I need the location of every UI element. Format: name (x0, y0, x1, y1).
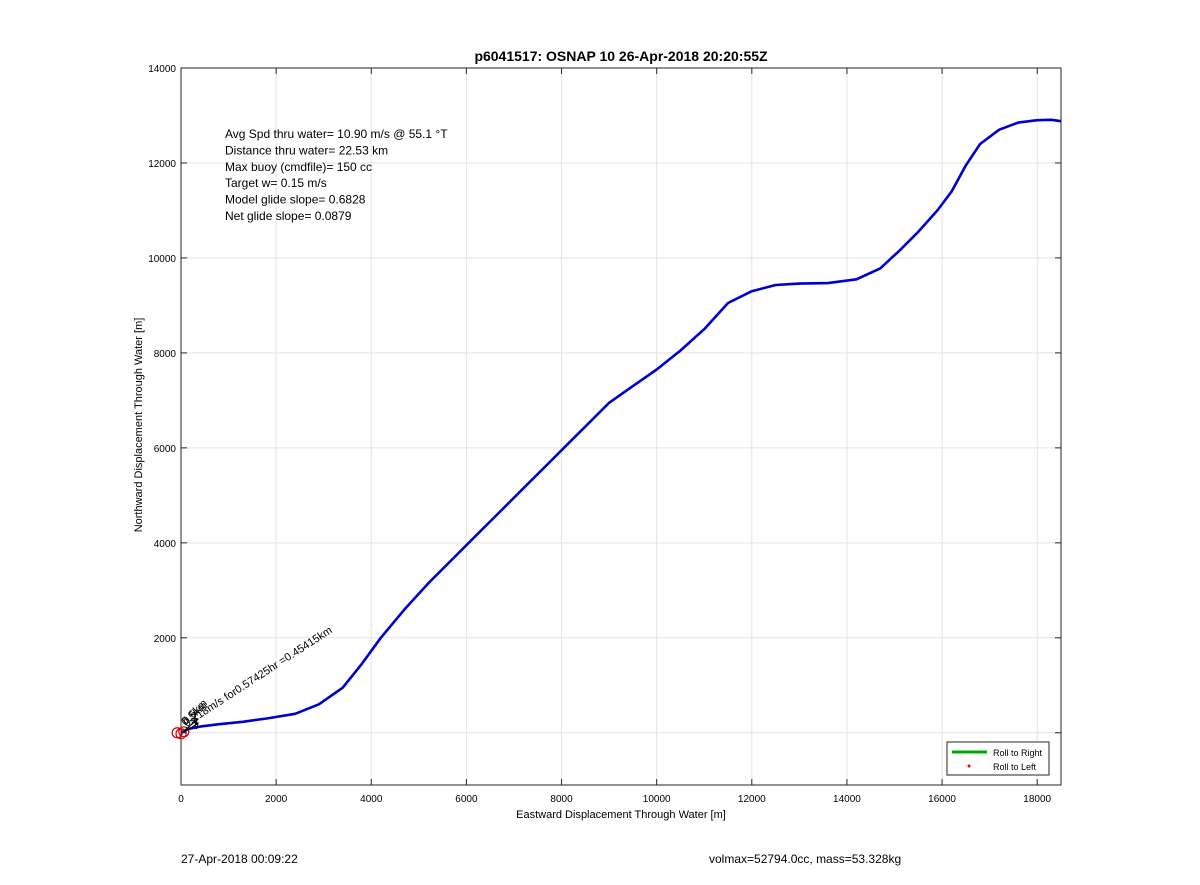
footer-vol-mass: volmax=52794.0cc, mass=53.328kg (709, 852, 902, 866)
x-tick-label: 6000 (455, 794, 478, 805)
x-tick-label: 18000 (1023, 794, 1051, 805)
axis-ticks: 0 2000 4000 6000 8000 10000 12000 14000 16000 180… (148, 64, 1061, 805)
legend: Roll to Right Roll to Left (946, 741, 1050, 776)
plot-clip-group (181, 118, 1061, 735)
arrow-label: 0.218m/s for0.57425hr =0.45415km (182, 624, 335, 729)
y-tick-label: 4000 (154, 539, 177, 550)
series-line (181, 118, 1061, 735)
x-axis-label: Eastward Displacement Through Water [m] (516, 809, 726, 821)
stats-annotation: Max buoy (cmdfile)= 150 cc (225, 160, 372, 174)
annotations: Avg Spd thru water= 10.90 m/s @ 55.1 °T D… (225, 127, 448, 223)
axes-box (180, 67, 1062, 786)
legend-swatch-dot (967, 764, 971, 768)
x-tick-label: 10000 (643, 794, 671, 805)
x-tick-label: 12000 (738, 794, 766, 805)
legend-box (946, 741, 1050, 776)
start-circle-marker (178, 726, 190, 738)
stats-annotation: Model glide slope= 0.6828 (225, 193, 366, 207)
y-tick-label: 8000 (154, 349, 177, 360)
stats-annotation: Avg Spd thru water= 10.90 m/s @ 55.1 °T (225, 127, 448, 141)
x-tick-label: 4000 (360, 794, 383, 805)
legend-label: Roll to Left (993, 762, 1037, 772)
x-tick-label: 0 (178, 794, 184, 805)
x-tick-label: 2000 (265, 794, 288, 805)
y-tick-label: 12000 (148, 159, 176, 170)
arrow-shaft (185, 718, 198, 731)
x-tick-label: 8000 (550, 794, 573, 805)
x-tick-label: 14000 (833, 794, 861, 805)
stats-annotation: Net glide slope= 0.0879 (225, 209, 352, 223)
chart-title: p6041517: OSNAP 10 26-Apr-2018 20:20:55Z (474, 48, 768, 64)
y-tick-label: 6000 (154, 444, 177, 455)
y-axis-label: Northward Displacement Through Water [m] (133, 318, 145, 533)
start-circle-marker (175, 728, 187, 740)
arrow-head (189, 720, 197, 727)
y-tick-label: 2000 (154, 634, 177, 645)
arrow-head (190, 718, 198, 726)
y-tick-label: 14000 (148, 64, 176, 75)
footer-timestamp: 27-Apr-2018 00:09:22 (181, 852, 298, 866)
stats-annotation: Distance thru water= 22.53 km (225, 143, 388, 157)
y-tick-label: 10000 (148, 254, 176, 265)
stats-annotation: Target w= 0.15 m/s (225, 176, 327, 190)
legend-label: Roll to Right (993, 748, 1043, 758)
x-tick-label: 16000 (928, 794, 956, 805)
